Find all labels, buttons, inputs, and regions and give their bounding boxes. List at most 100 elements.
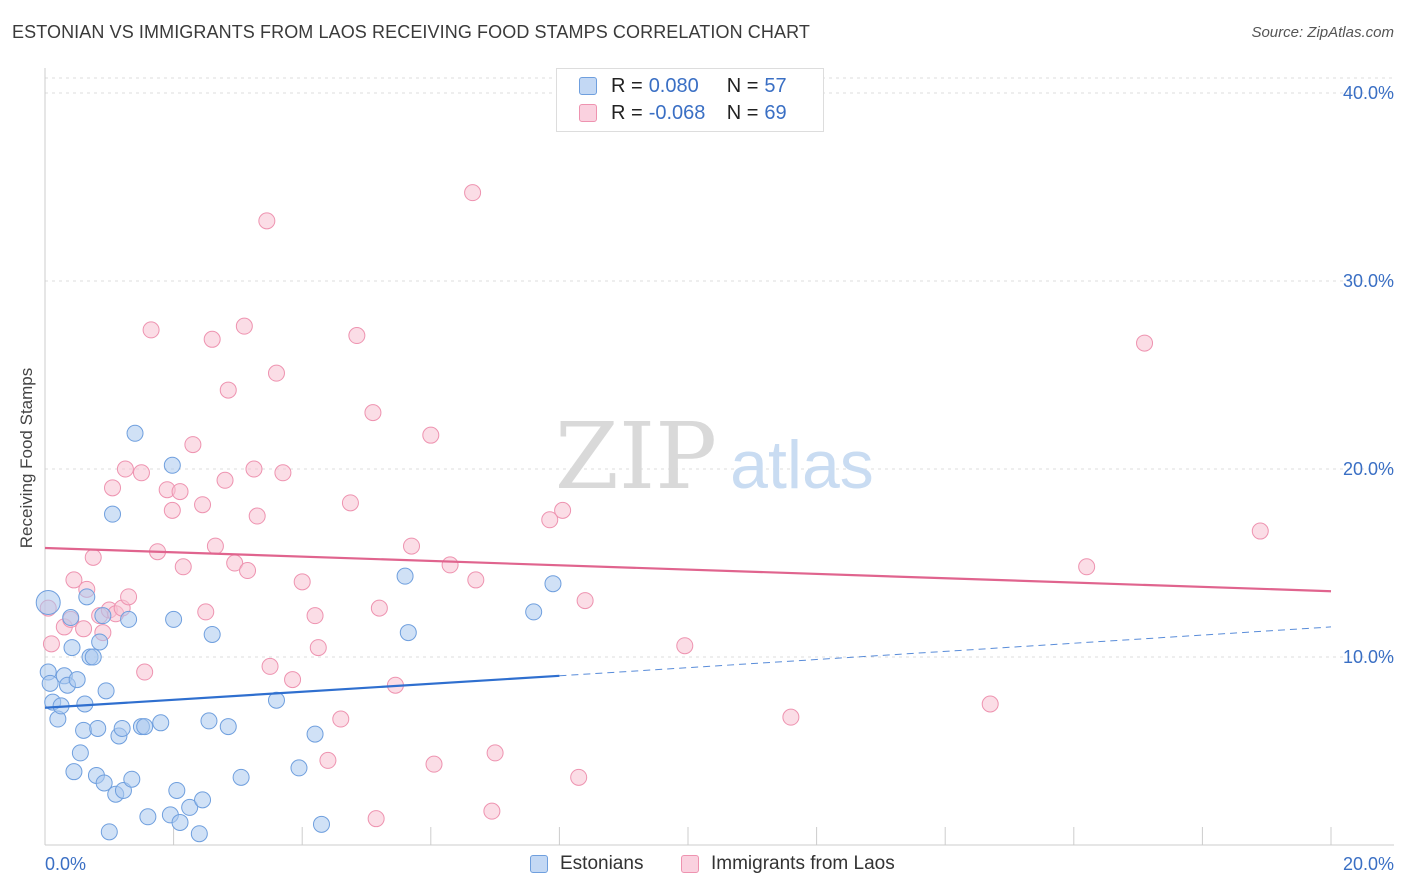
data-point-immigrants-from-laos <box>1251 522 1269 540</box>
legend-n-label: N = <box>726 74 759 97</box>
data-point-estonians <box>84 648 102 666</box>
data-point-immigrants-from-laos <box>425 755 443 773</box>
data-point-immigrants-from-laos <box>570 768 588 786</box>
data-point-estonians <box>123 770 141 788</box>
data-point-immigrants-from-laos <box>184 436 202 454</box>
data-point-immigrants-from-laos <box>1136 334 1154 352</box>
data-point-immigrants-from-laos <box>65 571 83 589</box>
bottom-legend-swatch-estonians <box>530 855 548 873</box>
x-tick-label: 20.0% <box>1343 854 1394 874</box>
data-point-immigrants-from-laos <box>116 460 134 478</box>
y-tick-label: 20.0% <box>1343 459 1394 479</box>
data-point-immigrants-from-laos <box>197 603 215 621</box>
data-point-immigrants-from-laos <box>782 708 800 726</box>
data-point-immigrants-from-laos <box>235 317 253 335</box>
data-point-estonians <box>91 633 109 651</box>
data-point-estonians <box>306 725 324 743</box>
data-point-immigrants-from-laos <box>163 501 181 519</box>
data-point-estonians <box>194 791 212 809</box>
legend-r-value: -0.068 <box>648 101 706 124</box>
correlation-legend: R = 0.080 N = 57 R = -0.068 N = 69 <box>556 68 824 132</box>
legend-r-value: 0.080 <box>648 74 699 97</box>
data-point-estonians <box>89 719 107 737</box>
trend-line-estonians-extension <box>559 626 1332 677</box>
data-point-immigrants-from-laos <box>370 599 388 617</box>
data-point-estonians <box>78 588 96 606</box>
data-point-immigrants-from-laos <box>239 562 257 580</box>
data-point-immigrants-from-laos <box>319 751 337 769</box>
legend-r-label: R = <box>611 101 643 124</box>
bottom-legend-immigrants: Immigrants from Laos <box>681 852 895 876</box>
data-point-immigrants-from-laos <box>120 588 138 606</box>
legend-n-value: 69 <box>764 101 787 124</box>
data-point-immigrants-from-laos <box>554 501 572 519</box>
data-point-immigrants-from-laos <box>258 212 276 230</box>
data-point-immigrants-from-laos <box>422 426 440 444</box>
data-point-estonians <box>75 721 93 739</box>
data-point-immigrants-from-laos <box>203 330 221 348</box>
legend-n-value: 57 <box>764 74 787 97</box>
data-point-estonians <box>139 808 157 826</box>
data-point-immigrants-from-laos <box>576 592 594 610</box>
y-tick-label: 30.0% <box>1343 271 1394 291</box>
data-point-estonians <box>168 781 186 799</box>
data-point-estonians <box>525 603 543 621</box>
data-point-estonians <box>163 456 181 474</box>
legend-r-label: R = <box>611 74 643 97</box>
data-point-estonians <box>95 774 113 792</box>
data-point-immigrants-from-laos <box>174 558 192 576</box>
data-point-immigrants-from-laos <box>136 663 154 681</box>
chart-title: ESTONIAN VS IMMIGRANTS FROM LAOS RECEIVI… <box>12 22 810 42</box>
watermark: ZIP atlas <box>555 403 874 510</box>
bottom-legend-label-estonians: Estonians <box>560 853 644 874</box>
data-point-estonians <box>544 575 562 593</box>
data-point-immigrants-from-laos <box>467 571 485 589</box>
data-point-estonians <box>65 763 83 781</box>
data-point-immigrants-from-laos <box>248 507 266 525</box>
y-tick-label: 10.0% <box>1343 647 1394 667</box>
data-point-estonians <box>71 744 89 762</box>
data-point-estonians <box>100 823 118 841</box>
data-point-immigrants-from-laos <box>284 671 302 689</box>
series-immigrants-from-laos <box>39 184 1269 828</box>
data-point-immigrants-from-laos <box>75 620 93 638</box>
axes <box>44 68 1394 846</box>
data-point-immigrants-from-laos <box>364 404 382 422</box>
data-point-estonians <box>35 589 61 615</box>
series-estonians <box>35 424 562 843</box>
data-point-immigrants-from-laos <box>341 494 359 512</box>
data-point-immigrants-from-laos <box>216 471 234 489</box>
data-point-immigrants-from-laos <box>104 479 122 497</box>
data-point-immigrants-from-laos <box>486 744 504 762</box>
data-point-immigrants-from-laos <box>483 802 501 820</box>
legend-swatch-estonians <box>579 77 597 95</box>
data-point-estonians <box>396 567 414 585</box>
data-point-immigrants-from-laos <box>245 460 263 478</box>
data-point-estonians <box>219 718 237 736</box>
trend-line-immigrants-from-laos <box>44 546 1332 593</box>
data-point-estonians <box>267 691 285 709</box>
data-point-estonians <box>41 674 59 692</box>
data-point-immigrants-from-laos <box>981 695 999 713</box>
y-axis-label: Receiving Food Stamps <box>17 367 36 549</box>
data-point-estonians <box>62 609 80 627</box>
data-point-estonians <box>136 718 154 736</box>
data-point-immigrants-from-laos <box>206 537 224 555</box>
data-point-immigrants-from-laos <box>464 184 482 202</box>
bottom-legend-swatch-immigrants <box>681 855 699 873</box>
legend-n-label: N = <box>726 101 759 124</box>
data-point-estonians <box>232 768 250 786</box>
data-point-estonians <box>152 714 170 732</box>
legend-row-estonians: R = 0.080 N = 57 <box>579 74 787 98</box>
data-point-immigrants-from-laos <box>267 364 285 382</box>
watermark-atlas: atlas <box>730 427 874 503</box>
data-point-estonians <box>171 813 189 831</box>
tick-labels: 10.0% 20.0% 30.0% 40.0% 0.0% 20.0% <box>45 83 1394 874</box>
data-point-estonians <box>181 798 199 816</box>
data-point-estonians <box>94 607 112 625</box>
data-point-immigrants-from-laos <box>194 496 212 514</box>
source-credit: Source: ZipAtlas.com <box>1251 24 1394 41</box>
bottom-legend-estonians: Estonians <box>530 852 643 876</box>
data-point-immigrants-from-laos <box>348 327 366 345</box>
